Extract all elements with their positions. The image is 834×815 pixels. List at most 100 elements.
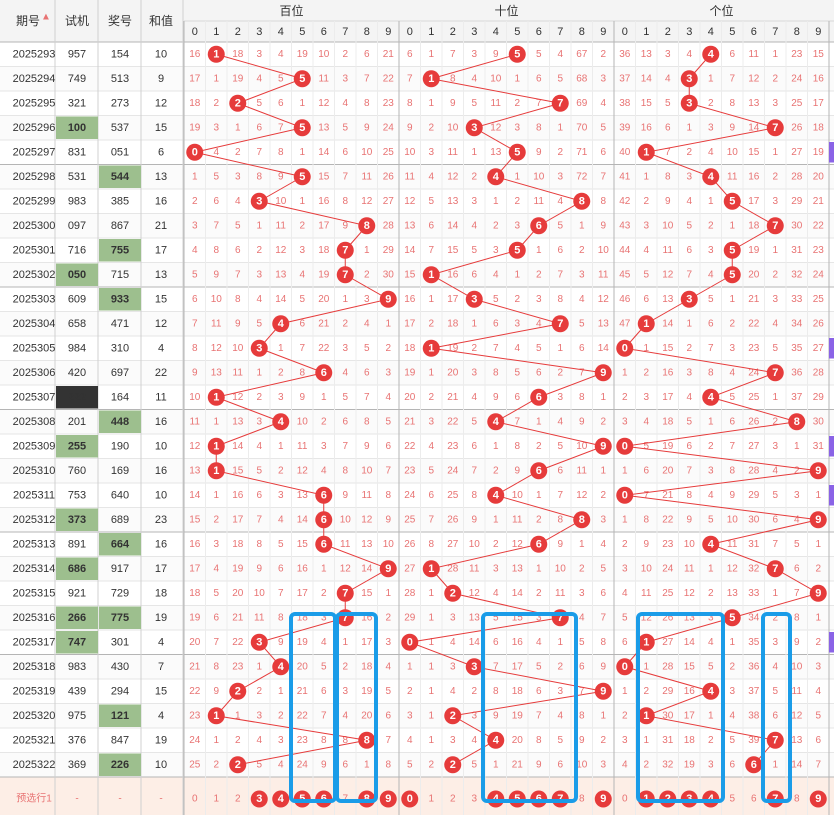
prize-cell: 121 bbox=[111, 710, 129, 722]
prize-cell: 301 bbox=[111, 636, 129, 648]
miss-value: 10 bbox=[791, 661, 803, 672]
trial-cell: 921 bbox=[68, 587, 86, 599]
prize-cell: 933 bbox=[111, 293, 129, 305]
winning-ball-digit: 7 bbox=[557, 97, 563, 109]
miss-value: 2 bbox=[536, 269, 542, 280]
miss-value: 1 bbox=[385, 318, 391, 329]
miss-value: 1 bbox=[622, 367, 628, 378]
miss-value: 1 bbox=[772, 245, 778, 256]
miss-value: 1 bbox=[708, 710, 714, 721]
miss-value: 1 bbox=[493, 196, 499, 207]
digit-header: 4 bbox=[278, 26, 284, 38]
miss-value: 3 bbox=[450, 661, 456, 672]
miss-value: 7 bbox=[643, 490, 649, 501]
miss-value: 14 bbox=[469, 637, 481, 648]
miss-value: 3 bbox=[622, 563, 628, 574]
miss-value: 4 bbox=[557, 49, 563, 60]
miss-value: 15 bbox=[447, 245, 459, 256]
miss-value: 8 bbox=[579, 710, 585, 721]
issue-cell: 2025295 bbox=[13, 97, 56, 109]
miss-value: 11 bbox=[276, 220, 287, 231]
miss-value: 28 bbox=[383, 220, 395, 231]
issue-cell: 2025302 bbox=[13, 269, 56, 281]
miss-value: 6 bbox=[428, 220, 434, 231]
miss-value: 15 bbox=[232, 465, 244, 476]
miss-value: 1 bbox=[342, 294, 348, 305]
miss-value: 7 bbox=[600, 171, 606, 182]
miss-value: 5 bbox=[579, 637, 585, 648]
miss-value: 18 bbox=[361, 661, 373, 672]
miss-value: 42 bbox=[619, 196, 631, 207]
miss-value: 5 bbox=[622, 612, 628, 623]
miss-value: 22 bbox=[447, 416, 459, 427]
miss-value: 12 bbox=[211, 343, 223, 354]
miss-value: 37 bbox=[619, 73, 631, 84]
miss-value: 17 bbox=[662, 392, 674, 403]
miss-value: 14 bbox=[275, 294, 287, 305]
miss-value: 4 bbox=[321, 637, 327, 648]
miss-value: 36 bbox=[748, 661, 760, 672]
miss-value: 1 bbox=[192, 171, 198, 182]
miss-value: 13 bbox=[297, 490, 309, 501]
miss-value: 1 bbox=[794, 441, 800, 452]
miss-value: 4 bbox=[708, 490, 714, 501]
sum-cell: 16 bbox=[155, 538, 167, 550]
miss-value: 18 bbox=[813, 122, 825, 133]
miss-value: 72 bbox=[576, 171, 588, 182]
miss-value: 2 bbox=[256, 686, 262, 697]
miss-value: 5 bbox=[342, 122, 348, 133]
miss-value: 3 bbox=[256, 416, 262, 427]
digit-header: 0 bbox=[622, 26, 628, 38]
miss-value: 1 bbox=[772, 759, 778, 770]
miss-value: 15 bbox=[748, 147, 760, 158]
miss-value: 3 bbox=[385, 367, 391, 378]
trial-cell: 255 bbox=[68, 440, 86, 452]
miss-value: 2 bbox=[772, 269, 778, 280]
miss-value: 1 bbox=[708, 196, 714, 207]
miss-value: 5 bbox=[192, 269, 198, 280]
miss-value: 2 bbox=[772, 416, 778, 427]
miss-value: 12 bbox=[684, 588, 696, 599]
miss-value: 3 bbox=[299, 245, 305, 256]
issue-cell: 2025310 bbox=[13, 465, 56, 477]
miss-value: 27 bbox=[447, 539, 459, 550]
miss-value: 2 bbox=[493, 220, 499, 231]
miss-value: 7 bbox=[729, 441, 735, 452]
sum-cell: 15 bbox=[155, 122, 167, 134]
prize-highlight bbox=[99, 165, 141, 188]
miss-value: 15 bbox=[813, 49, 825, 60]
miss-value: 6 bbox=[536, 686, 542, 697]
miss-value: 11 bbox=[727, 171, 738, 182]
digit-header: 5 bbox=[729, 26, 735, 38]
miss-value: 8 bbox=[213, 661, 219, 672]
sum-cell: 12 bbox=[155, 318, 167, 330]
miss-value: 12 bbox=[791, 710, 803, 721]
miss-value: 24 bbox=[404, 490, 416, 501]
miss-value: 2 bbox=[600, 416, 606, 427]
miss-value: 3 bbox=[772, 294, 778, 305]
miss-value: 3 bbox=[278, 392, 284, 403]
row-bg bbox=[0, 507, 834, 532]
winning-ball-digit: 8 bbox=[579, 514, 585, 526]
miss-value: 4 bbox=[256, 441, 262, 452]
miss-value: 8 bbox=[213, 245, 219, 256]
miss-value: 10 bbox=[383, 539, 395, 550]
selection-box bbox=[481, 612, 578, 803]
miss-value: 4 bbox=[665, 73, 671, 84]
trial-highlight bbox=[56, 386, 98, 409]
miss-value: 5 bbox=[536, 661, 542, 672]
winning-ball bbox=[250, 339, 268, 357]
miss-value: 3 bbox=[600, 73, 606, 84]
miss-value: 7 bbox=[256, 514, 262, 525]
sum-cell: 17 bbox=[155, 563, 167, 575]
digit-header: 9 bbox=[600, 26, 606, 38]
winning-ball bbox=[723, 241, 741, 259]
miss-value: 3 bbox=[278, 735, 284, 746]
digit-header: 5 bbox=[299, 26, 305, 38]
miss-value: 5 bbox=[579, 318, 585, 329]
miss-value: 7 bbox=[794, 588, 800, 599]
miss-value: 6 bbox=[686, 245, 692, 256]
trial-cell: 753 bbox=[68, 489, 86, 501]
miss-value: 3 bbox=[579, 588, 585, 599]
winning-ball-digit: 3 bbox=[471, 661, 477, 673]
